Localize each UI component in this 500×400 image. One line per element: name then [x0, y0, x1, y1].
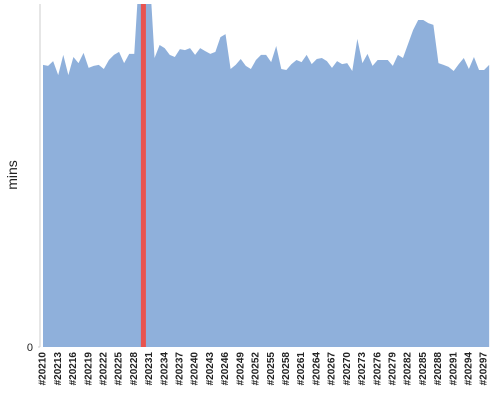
- x-tick-label: #20222: [98, 352, 109, 386]
- x-tick-label: #20252: [251, 352, 262, 386]
- x-tick-label: #20225: [114, 352, 125, 386]
- x-tick-label: #20231: [144, 352, 155, 386]
- x-tick-label: #20261: [296, 352, 307, 386]
- x-tick-label: #20210: [38, 352, 49, 386]
- x-tick-label: #20243: [205, 352, 216, 386]
- x-tick-label: #20267: [327, 352, 338, 386]
- x-tick-label: #20240: [190, 352, 201, 386]
- x-tick-label: #20249: [235, 352, 246, 386]
- x-tick-label: #20291: [448, 352, 459, 386]
- plot-area: [43, 4, 490, 347]
- x-tick-label: #20270: [342, 352, 353, 386]
- x-tick-label: #20288: [433, 352, 444, 386]
- x-tick-label: #20264: [311, 352, 322, 386]
- x-tick-label: #20294: [464, 352, 475, 386]
- x-tick-label: #20273: [357, 352, 368, 386]
- x-tick-label: #20213: [53, 352, 64, 386]
- marker-line: [140, 4, 146, 347]
- x-tick-label: #20219: [83, 352, 94, 386]
- x-tick-label: #20297: [479, 352, 490, 386]
- x-tick-label: #20276: [372, 352, 383, 386]
- x-tick-label: #20279: [387, 352, 398, 386]
- x-tick-label: #20237: [175, 352, 186, 386]
- x-tick-label: #20282: [403, 352, 414, 386]
- x-tick-label: #20216: [68, 352, 79, 386]
- x-tick-label: #20246: [220, 352, 231, 386]
- x-tick-label: #20285: [418, 352, 429, 386]
- x-tick-label: #20255: [266, 352, 277, 386]
- area: [43, 4, 490, 347]
- x-tick-label: #20258: [281, 352, 292, 386]
- x-tick-label: #20228: [129, 352, 140, 386]
- y-tick-label: 0: [27, 342, 33, 354]
- x-tick-label: #20234: [159, 352, 170, 386]
- y-axis-label: mins: [4, 160, 20, 190]
